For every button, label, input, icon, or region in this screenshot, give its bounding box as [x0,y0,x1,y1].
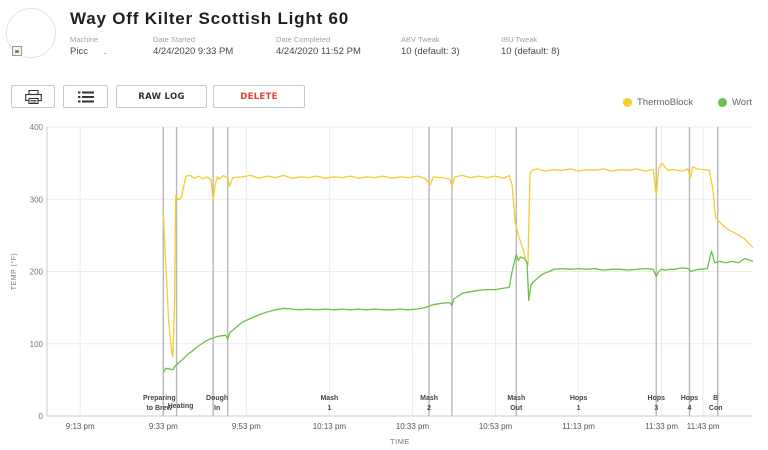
meta-label: ABV Tweak [401,35,440,44]
meta-label: Date Started [153,35,196,44]
printer-icon [24,89,42,104]
legend-item-wort[interactable]: Wort [718,97,752,108]
meta-value: 10 (default: 8) [501,46,560,57]
meta-ibu-tweak: IBU Tweak 10 (default: 8) [501,35,560,58]
meta-date-completed: Date Completed 4/24/2020 11:52 PM [276,35,361,58]
phase-label: 3 [654,405,658,412]
phase-label: Heating [168,403,194,410]
print-button[interactable] [11,85,55,108]
phase-label: Out [510,405,523,412]
phase-label: 4 [688,405,692,412]
y-tick-label: 400 [30,123,44,132]
series-line-wort [162,250,754,373]
y-tick-label: 0 [39,412,44,421]
phase-label: Dough [206,395,228,402]
legend-swatch [623,98,632,107]
x-tick-label: 9:33 pm [149,422,178,431]
phase-label: Hops [647,395,665,402]
phase-label: Mash [320,395,338,402]
x-tick-label: 10:13 pm [313,422,347,431]
x-tick-label: 10:53 pm [479,422,513,431]
legend-item-thermoblock[interactable]: ThermoBlock [623,97,693,108]
y-axis-title: TEMP (°F) [10,253,18,291]
x-tick-label: 11:33 pm [645,422,678,431]
phase-label: 2 [427,405,431,412]
phase-label: 1 [327,405,331,412]
phase-label: to Brew [146,405,172,412]
y-tick-label: 100 [30,340,44,349]
y-tick-label: 300 [30,195,44,204]
phase-label: In [214,405,220,412]
list-icon [77,91,94,102]
meta-label: IBU Tweak [501,35,538,44]
legend-label: Wort [732,97,752,108]
page-title: Way Off Kilter Scottish Light 60 [70,9,350,28]
x-tick-label: 9:53 pm [232,422,261,431]
phase-label: Preparing [143,395,176,402]
phase-label: Con [709,405,723,412]
meta-value: 4/24/2020 9:33 PM [153,46,234,57]
meta-value: Picc . [70,46,107,57]
list-button[interactable] [63,85,108,108]
x-axis-title: TIME [390,437,410,446]
series-line-thermoblock [162,162,754,358]
meta-value: 10 (default: 3) [401,46,460,57]
delete-button[interactable]: DELETE [213,85,305,108]
meta-date-started: Date Started 4/24/2020 9:33 PM [153,35,233,58]
meta-label: Machine [70,35,99,44]
x-tick-label: 11:43 pm [687,422,720,431]
phase-label: Hops [570,395,588,402]
meta-value: 4/24/2020 11:52 PM [276,46,361,57]
x-tick-label: 11:13 pm [562,422,595,431]
y-tick-label: 200 [30,268,44,277]
legend-swatch [718,98,727,107]
phase-label: Hops [681,395,699,402]
meta-abv-tweak: ABV Tweak 10 (default: 3) [401,35,460,58]
phase-label: Mash [507,395,525,402]
phase-label: B [713,395,718,402]
phase-label: Mash [420,395,438,402]
phase-label: 1 [577,405,581,412]
meta-machine: Machine Picc . [70,35,106,58]
x-tick-label: 10:33 pm [396,422,430,431]
broken-image-icon [12,46,22,56]
x-tick-label: 9:13 pm [66,422,95,431]
meta-label: Date Completed [276,35,331,44]
legend-label: ThermoBlock [637,97,693,108]
raw-log-button[interactable]: RAW LOG [116,85,207,108]
